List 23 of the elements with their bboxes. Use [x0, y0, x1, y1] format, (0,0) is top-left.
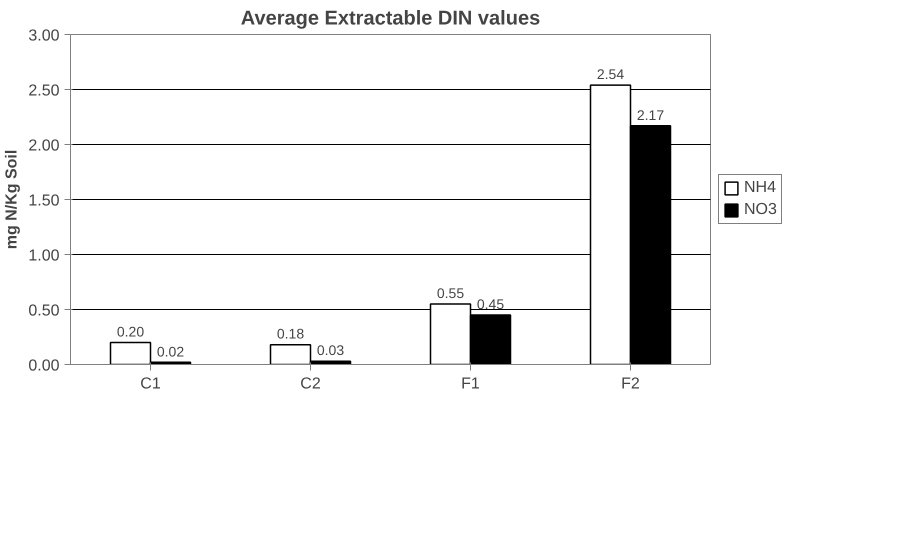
legend-label: NO3 — [744, 201, 777, 219]
chart-title: Average Extractable DIN values — [240, 8, 540, 30]
y-tick-label: 2.00 — [28, 138, 60, 154]
data-label: 0.03 — [316, 342, 344, 358]
data-label: 0.45 — [476, 296, 504, 312]
data-label: 2.54 — [596, 66, 624, 82]
y-tick-label: 0.00 — [28, 358, 60, 374]
x-tick-label: C1 — [140, 376, 161, 392]
data-label: 0.55 — [436, 285, 464, 301]
data-label: 2.17 — [636, 106, 664, 123]
data-label: 0.20 — [116, 324, 144, 340]
legend-label: NH4 — [744, 179, 776, 197]
y-tick-label: 1.50 — [28, 192, 60, 210]
data-label: 0.18 — [276, 326, 304, 342]
y-tick-label: 1.00 — [28, 248, 60, 264]
y-tick-label: 0.50 — [28, 302, 60, 320]
data-label: 0.02 — [156, 343, 184, 360]
y-tick-label: 2.50 — [28, 82, 60, 100]
x-tick-label: F2 — [621, 376, 640, 392]
x-tick-label: F1 — [461, 376, 480, 392]
y-tick-label: 3.00 — [28, 28, 60, 44]
x-tick-label: C2 — [300, 376, 321, 392]
y-axis-title: mg N/Kg Soil — [3, 150, 20, 250]
